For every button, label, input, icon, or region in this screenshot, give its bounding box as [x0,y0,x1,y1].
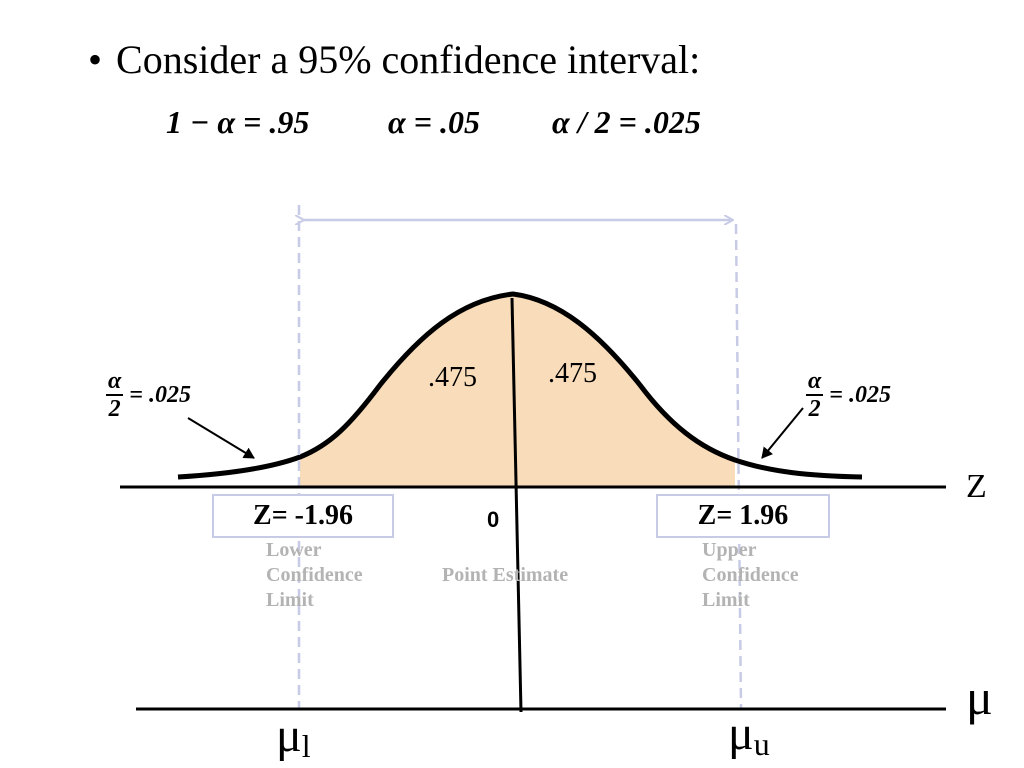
point-estimate-line [510,297,523,713]
left-tail-denominator: 2 [108,396,121,422]
heading: • Consider a 95% confidence interval: [88,36,700,83]
upper-confidence-limit-caption: Upper Confidence Limit [702,539,799,611]
left-center-area-label: .475 [428,362,477,393]
left-tail-numerator: α [106,368,124,396]
formula-confidence-level: 1 − α = .95 [166,104,310,140]
mu-upper-label: μu [728,707,770,762]
right-center-area-label: .475 [548,358,597,389]
mu-lower-label: μl [276,709,311,764]
z-lower-box: Z= -1.96 [212,494,394,538]
z-axis-label: Z [966,468,987,505]
right-tail-label: α 2 = .025 [806,368,891,422]
left-tail-label: α 2 = .025 [106,368,191,422]
lower-confidence-limit-caption: Lower Confidence Limit [266,539,363,611]
bullet-dot: • [88,37,103,82]
point-estimate-caption: Point Estimate [442,564,569,586]
right-tail-denominator: 2 [808,396,821,422]
upper-limit-dashed-line [734,223,743,709]
right-tail-value: = .025 [829,381,891,408]
left-tail-value: = .025 [129,381,191,408]
left-tail-arrow [187,417,255,459]
shaded-95-area [300,294,735,487]
right-tail-numerator: α [806,368,824,396]
mu-axis-label: μ [966,669,993,725]
right-tail-arrow [761,407,804,459]
heading-text: Consider a 95% confidence interval: [116,37,701,82]
formula-alpha-half: α / 2 = .025 [552,104,701,140]
bell-curve [177,291,863,480]
z-upper-box: Z= 1.96 [656,494,830,538]
formula-alpha: α = .05 [388,104,480,140]
z-center-zero: 0 [487,507,500,532]
